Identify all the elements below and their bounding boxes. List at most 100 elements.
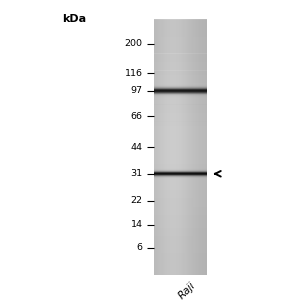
Bar: [154, 49, 207, 53]
Bar: [184, 20, 185, 274]
Bar: [154, 155, 207, 160]
Bar: [175, 20, 176, 274]
Bar: [154, 236, 207, 241]
Bar: [154, 224, 207, 228]
Bar: [178, 20, 179, 274]
Bar: [191, 20, 192, 274]
Bar: [154, 28, 207, 32]
Bar: [201, 20, 202, 274]
Bar: [154, 122, 207, 126]
Bar: [162, 20, 163, 274]
Bar: [154, 96, 207, 100]
Bar: [154, 83, 207, 88]
Bar: [154, 177, 207, 181]
Bar: [154, 92, 207, 96]
Text: 44: 44: [130, 142, 143, 152]
Bar: [192, 20, 193, 274]
Bar: [154, 126, 207, 130]
Bar: [154, 41, 207, 45]
Bar: [155, 20, 156, 274]
Bar: [154, 164, 207, 168]
Bar: [174, 20, 175, 274]
Bar: [154, 190, 207, 194]
Bar: [204, 20, 205, 274]
Bar: [154, 20, 207, 24]
Bar: [154, 117, 207, 122]
Bar: [171, 20, 172, 274]
Bar: [154, 168, 207, 172]
Bar: [161, 20, 162, 274]
Bar: [179, 20, 180, 274]
Bar: [154, 104, 207, 109]
Text: 66: 66: [130, 112, 143, 121]
Bar: [173, 20, 174, 274]
Bar: [154, 270, 207, 274]
Bar: [154, 241, 207, 245]
Bar: [154, 20, 155, 274]
Bar: [163, 20, 164, 274]
Text: 31: 31: [130, 169, 143, 178]
Bar: [154, 245, 207, 249]
Bar: [154, 215, 207, 219]
Bar: [154, 206, 207, 211]
Bar: [154, 75, 207, 79]
Bar: [154, 202, 207, 206]
Bar: [154, 100, 207, 104]
Bar: [168, 20, 169, 274]
Bar: [193, 20, 194, 274]
Bar: [154, 24, 207, 28]
Bar: [154, 130, 207, 134]
Bar: [169, 20, 170, 274]
Bar: [154, 58, 207, 62]
Text: 200: 200: [124, 39, 143, 48]
Bar: [177, 20, 178, 274]
Bar: [154, 194, 207, 198]
Bar: [170, 20, 171, 274]
Bar: [154, 232, 207, 236]
Bar: [154, 66, 207, 70]
Text: 6: 6: [137, 243, 143, 252]
Bar: [154, 160, 207, 164]
Bar: [156, 20, 157, 274]
Bar: [186, 20, 187, 274]
Bar: [154, 211, 207, 215]
Bar: [154, 147, 207, 151]
Bar: [154, 172, 207, 177]
Bar: [154, 37, 207, 41]
Bar: [154, 32, 207, 37]
Bar: [154, 134, 207, 139]
Bar: [180, 20, 181, 274]
Bar: [172, 20, 173, 274]
Bar: [196, 20, 197, 274]
Bar: [206, 20, 207, 274]
Bar: [154, 266, 207, 270]
Bar: [154, 109, 207, 113]
Bar: [154, 253, 207, 257]
Bar: [154, 70, 207, 75]
Bar: [182, 20, 183, 274]
Bar: [154, 185, 207, 190]
Text: 14: 14: [130, 220, 143, 229]
Bar: [160, 20, 161, 274]
Bar: [154, 219, 207, 224]
Bar: [199, 20, 200, 274]
Bar: [154, 45, 207, 49]
Bar: [183, 20, 184, 274]
Bar: [154, 181, 207, 185]
Bar: [164, 20, 165, 274]
Bar: [165, 20, 166, 274]
Bar: [190, 20, 191, 274]
Text: 22: 22: [130, 196, 143, 205]
Bar: [154, 79, 207, 83]
Bar: [194, 20, 195, 274]
Bar: [198, 20, 199, 274]
Bar: [205, 20, 206, 274]
Bar: [154, 143, 207, 147]
Bar: [181, 20, 182, 274]
Bar: [157, 20, 158, 274]
Bar: [154, 249, 207, 253]
Text: Raji: Raji: [177, 280, 198, 300]
Bar: [189, 20, 190, 274]
Bar: [197, 20, 198, 274]
Bar: [154, 113, 207, 117]
